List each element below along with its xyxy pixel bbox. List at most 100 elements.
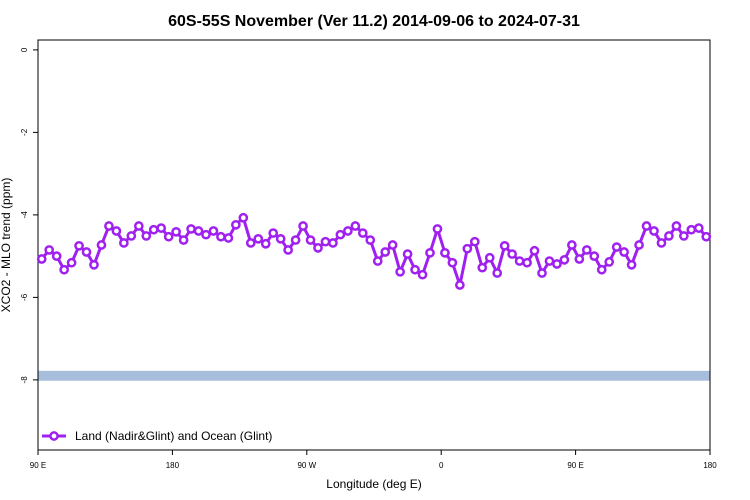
data-point: [514, 256, 525, 266]
data-point: [581, 245, 592, 255]
data-point: [89, 259, 99, 270]
data-point: [492, 268, 503, 278]
data-point: [320, 236, 331, 247]
legend-label: Land (Nadir&Glint) and Ocean (Glint): [75, 429, 272, 443]
data-point: [223, 233, 234, 243]
data-point: [238, 212, 249, 223]
data-point: [552, 259, 562, 269]
data-point: [671, 221, 682, 231]
data-point: [313, 243, 323, 253]
data-point: [193, 226, 204, 236]
data-point: [469, 236, 480, 247]
data-point: [51, 251, 62, 261]
plot-frame: [37, 39, 711, 451]
data-point: [641, 221, 652, 231]
data-point: [208, 226, 219, 236]
data-point: [126, 231, 137, 241]
data-point: [507, 249, 517, 259]
x-tick-label: 90 W: [297, 461, 316, 470]
x-tick-label: 90 E: [567, 461, 583, 470]
data-point: [701, 231, 712, 242]
y-tick-label: -4: [20, 211, 29, 219]
data-point: [305, 235, 316, 245]
data-point: [275, 233, 286, 244]
data-point: [283, 245, 293, 255]
x-tick-label: 0: [439, 461, 444, 470]
data-point: [537, 268, 547, 278]
band: [38, 370, 710, 381]
data-point: [649, 226, 659, 236]
data-point: [567, 240, 577, 250]
data-point: [686, 224, 697, 235]
data-point: [596, 264, 607, 275]
data-point: [417, 269, 428, 280]
x-axis-label: Longitude (deg E): [326, 477, 421, 491]
data-point: [156, 223, 167, 233]
data-point: [178, 235, 189, 245]
data-point: [634, 240, 644, 250]
data-point: [395, 266, 405, 277]
data-point: [186, 224, 196, 234]
data-point: [522, 257, 532, 268]
data-point: [290, 235, 301, 245]
chart-title: 60S-55S November (Ver 11.2) 2014-09-06 t…: [168, 13, 580, 30]
data-point: [679, 231, 689, 241]
data-point: [66, 257, 77, 268]
data-point: [133, 221, 144, 231]
data-point: [589, 251, 600, 261]
data-point: [163, 231, 174, 242]
data-point: [343, 226, 353, 236]
data-point: [626, 259, 637, 270]
data-point: [111, 226, 122, 236]
data-point: [350, 221, 361, 231]
y-tick-label: -2: [20, 128, 29, 136]
data-point: [74, 240, 84, 251]
data-point: [260, 238, 271, 249]
data-point: [604, 257, 615, 267]
data-point: [104, 221, 114, 231]
data-point: [544, 256, 555, 266]
data-point: [484, 252, 495, 263]
data-point: [216, 231, 226, 242]
data-point: [611, 242, 622, 252]
data-point: [231, 219, 241, 230]
data-point: [693, 223, 704, 233]
data-point: [387, 240, 398, 250]
data-point: [402, 249, 413, 259]
data-point: [455, 280, 465, 290]
data-point: [357, 228, 368, 238]
data-point: [119, 238, 129, 248]
data-point: [81, 247, 92, 257]
data-point: [253, 233, 264, 244]
x-tick-label: 180: [703, 461, 717, 470]
data-point: [440, 247, 450, 258]
data-point: [447, 257, 458, 268]
data-point: [529, 245, 540, 256]
data-point: [148, 224, 159, 235]
data-point: [268, 228, 279, 238]
data-point: [171, 226, 181, 237]
data-point: [656, 238, 667, 248]
data-point: [380, 247, 391, 257]
data-point: [44, 245, 55, 255]
data-point: [425, 247, 435, 258]
y-tick-label: 0: [20, 47, 29, 52]
data-point: [36, 254, 47, 264]
data-point: [410, 264, 420, 275]
data-point: [201, 229, 211, 240]
y-tick-label: -6: [20, 293, 29, 301]
data-point: [96, 240, 107, 250]
data-point: [365, 235, 376, 245]
data-point: [372, 256, 383, 266]
data-point: [619, 247, 629, 257]
data-point: [664, 231, 674, 241]
data-point: [141, 231, 152, 241]
legend-marker: [49, 431, 59, 441]
data-point: [462, 243, 473, 254]
data-point: [499, 240, 510, 251]
data-point: [335, 229, 346, 240]
data-point: [432, 224, 443, 234]
y-tick-label: -8: [20, 376, 29, 384]
data-point: [245, 238, 256, 248]
